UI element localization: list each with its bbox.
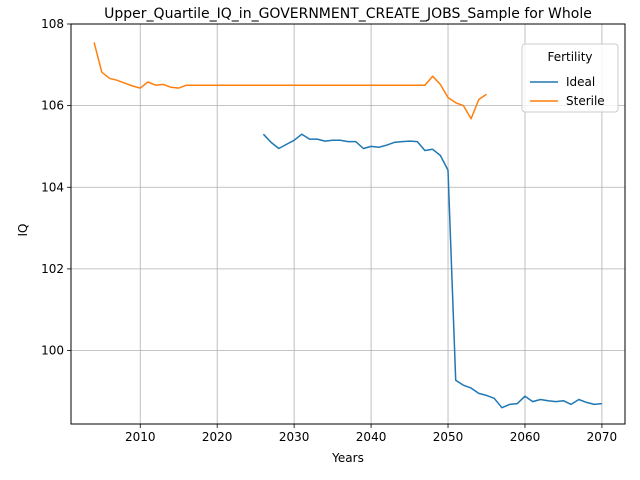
- y-tick-label: 108: [41, 17, 64, 31]
- y-tick-label: 100: [41, 344, 64, 358]
- y-axis-label: IQ: [16, 224, 30, 237]
- plot-frame: [70, 23, 626, 425]
- x-axis-label: Years: [331, 451, 364, 465]
- legend-title: Fertility: [547, 50, 592, 64]
- x-axis-ticks: 2010 2020 2030 2040 2050 2060 2070: [125, 424, 617, 444]
- legend-label-ideal: Ideal: [566, 75, 595, 89]
- x-tick-label: 2050: [433, 430, 464, 444]
- series-line-sterile: [93, 42, 487, 120]
- x-tick-label: 2020: [202, 430, 233, 444]
- x-tick-label: 2060: [510, 430, 541, 444]
- x-tick-label: 2040: [356, 430, 387, 444]
- chart-title: Upper_Quartile_IQ_in_GOVERNMENT_CREATE_J…: [104, 6, 592, 22]
- x-tick-label: 2030: [279, 430, 310, 444]
- y-axis-ticks: 100 102 104 106 108: [41, 17, 71, 358]
- x-tick-label: 2070: [587, 430, 618, 444]
- series-line-ideal: [262, 133, 602, 409]
- legend-box: [521, 43, 619, 113]
- x-tick-label: 2010: [125, 430, 156, 444]
- y-tick-label: 104: [41, 180, 64, 194]
- series-lines: [93, 42, 602, 409]
- legend-label-sterile: Sterile: [566, 94, 605, 108]
- y-tick-label: 102: [41, 262, 64, 276]
- y-tick-label: 106: [41, 99, 64, 113]
- legend: Fertility Ideal Sterile: [521, 43, 619, 113]
